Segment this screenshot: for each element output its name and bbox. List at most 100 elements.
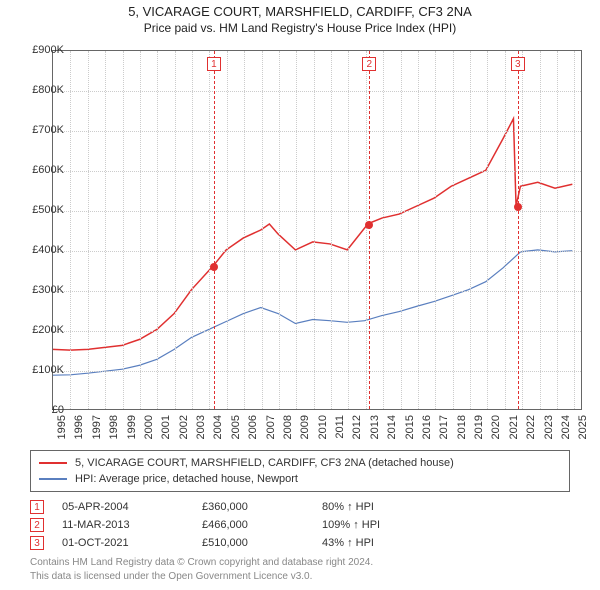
events-row: 1 05-APR-2004 £360,000 80% ↑ HPI [30, 498, 570, 516]
gridline-v [279, 51, 280, 409]
x-axis-label: 2020 [490, 415, 502, 439]
gridline-v [487, 51, 488, 409]
gridline-v [401, 51, 402, 409]
y-axis-label: £600K [16, 164, 64, 176]
x-axis-label: 1998 [108, 415, 120, 439]
x-axis-label: 2013 [369, 415, 381, 439]
event-pct: 109% ↑ HPI [322, 519, 462, 531]
x-axis-label: 2006 [247, 415, 259, 439]
x-axis-label: 2000 [143, 415, 155, 439]
chart-title: 5, VICARAGE COURT, MARSHFIELD, CARDIFF, … [0, 4, 600, 19]
gridline-h [53, 91, 581, 92]
plot-area: 1 2 3 [52, 50, 582, 410]
gridline-v [505, 51, 506, 409]
x-axis-label: 2011 [334, 415, 346, 439]
x-axis-label: 2015 [404, 415, 416, 439]
footer-line: Contains HM Land Registry data © Crown c… [30, 556, 570, 570]
gridline-v [453, 51, 454, 409]
x-axis-label: 2010 [317, 415, 329, 439]
legend-label: 5, VICARAGE COURT, MARSHFIELD, CARDIFF, … [75, 457, 454, 469]
x-axis-label: 1996 [73, 415, 85, 439]
x-axis-label: 2019 [473, 415, 485, 439]
legend-swatch [39, 462, 67, 464]
x-axis-label: 2014 [386, 415, 398, 439]
event-marker-box: 1 [207, 57, 221, 71]
gridline-v [522, 51, 523, 409]
y-axis-label: £700K [16, 124, 64, 136]
event-price: £360,000 [202, 501, 322, 513]
x-axis-label: 2008 [282, 415, 294, 439]
event-date: 01-OCT-2021 [62, 537, 202, 549]
gridline-v [262, 51, 263, 409]
gridline-v [157, 51, 158, 409]
event-marker-box: 2 [362, 57, 376, 71]
x-axis-label: 2012 [351, 415, 363, 439]
gridline-v [244, 51, 245, 409]
gridline-v [123, 51, 124, 409]
legend: 5, VICARAGE COURT, MARSHFIELD, CARDIFF, … [30, 450, 570, 492]
events-row: 3 01-OCT-2021 £510,000 43% ↑ HPI [30, 534, 570, 552]
series-hpi [53, 250, 572, 375]
gridline-h [53, 171, 581, 172]
y-axis-label: £100K [16, 364, 64, 376]
event-line [369, 51, 370, 409]
gridline-v [383, 51, 384, 409]
y-axis-label: £400K [16, 244, 64, 256]
gridline-v [470, 51, 471, 409]
event-price: £510,000 [202, 537, 322, 549]
gridline-v [418, 51, 419, 409]
event-date: 05-APR-2004 [62, 501, 202, 513]
gridline-v [574, 51, 575, 409]
gridline-v [331, 51, 332, 409]
events-row: 2 11-MAR-2013 £466,000 109% ↑ HPI [30, 516, 570, 534]
gridline-v [70, 51, 71, 409]
gridline-v [348, 51, 349, 409]
gridline-h [53, 211, 581, 212]
event-price: £466,000 [202, 519, 322, 531]
gridline-v [192, 51, 193, 409]
x-axis-label: 2005 [230, 415, 242, 439]
legend-swatch [39, 478, 67, 480]
x-axis-label: 2021 [508, 415, 520, 439]
gridline-h [53, 291, 581, 292]
gridline-h [53, 371, 581, 372]
x-axis-label: 2001 [160, 415, 172, 439]
x-axis-label: 2016 [421, 415, 433, 439]
event-line [518, 51, 519, 409]
y-axis-label: £200K [16, 324, 64, 336]
y-axis-label: £300K [16, 284, 64, 296]
legend-row: HPI: Average price, detached house, Newp… [39, 471, 561, 487]
gridline-v [88, 51, 89, 409]
chart-subtitle: Price paid vs. HM Land Registry's House … [0, 21, 600, 35]
event-pct: 80% ↑ HPI [322, 501, 462, 513]
y-axis-label: £800K [16, 84, 64, 96]
gridline-v [366, 51, 367, 409]
event-line [214, 51, 215, 409]
x-axis-label: 1995 [56, 415, 68, 439]
legend-row: 5, VICARAGE COURT, MARSHFIELD, CARDIFF, … [39, 455, 561, 471]
event-marker-box: 3 [30, 536, 44, 550]
x-axis-label: 2007 [265, 415, 277, 439]
y-axis-label: £500K [16, 204, 64, 216]
x-axis-label: 2002 [178, 415, 190, 439]
gridline-v [314, 51, 315, 409]
legend-label: HPI: Average price, detached house, Newp… [75, 473, 298, 485]
gridline-h [53, 131, 581, 132]
gridline-h [53, 251, 581, 252]
event-dot [514, 203, 522, 211]
event-marker-box: 1 [30, 500, 44, 514]
gridline-v [227, 51, 228, 409]
x-axis-label: 2024 [560, 415, 572, 439]
y-axis-label: £900K [16, 44, 64, 56]
x-axis-label: 2025 [577, 415, 589, 439]
chart-container: 5, VICARAGE COURT, MARSHFIELD, CARDIFF, … [0, 0, 600, 590]
x-axis-label: 2023 [543, 415, 555, 439]
event-marker-box: 3 [511, 57, 525, 71]
chart-lines [53, 51, 581, 409]
series-property [53, 119, 572, 351]
event-date: 11-MAR-2013 [62, 519, 202, 531]
footer-line: This data is licensed under the Open Gov… [30, 570, 570, 584]
gridline-v [540, 51, 541, 409]
event-dot [210, 263, 218, 271]
x-axis-label: 2022 [525, 415, 537, 439]
